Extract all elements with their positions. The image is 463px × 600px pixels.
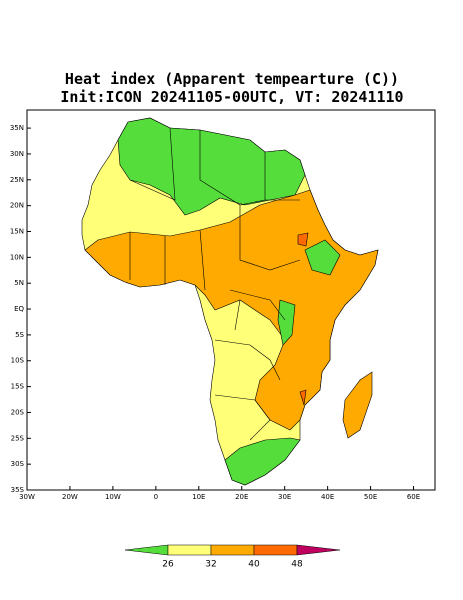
y-tick-label: 20S: [11, 408, 25, 416]
x-tick-label: 40E: [321, 493, 334, 501]
colorbar-label: 40: [248, 560, 260, 570]
madagascar: [342, 371, 373, 439]
colorbar-segment: [210, 544, 255, 556]
colorbar-label: 26: [162, 560, 174, 570]
y-tick-label: 15N: [10, 227, 24, 235]
y-tick-label: 20N: [10, 202, 24, 210]
subtitle: Init:ICON 20241105-00UTC, VT: 20241110: [60, 88, 403, 106]
colorbar-segment: [253, 544, 298, 556]
x-tick-label: 0: [154, 493, 158, 501]
x-tick-label: 30W: [19, 493, 35, 501]
y-tick-label: 30N: [10, 150, 24, 158]
green-north: [117, 117, 306, 216]
green-south: [224, 437, 301, 486]
red-spot: [297, 232, 309, 406]
y-tick-label: 25N: [10, 176, 24, 184]
title: Heat index (Apparent tempearture (C)): [65, 70, 399, 88]
africa-map: [81, 117, 379, 486]
green-east: [277, 239, 341, 346]
x-tick-label: 20W: [62, 493, 78, 501]
y-tick-label: EQ: [14, 305, 24, 313]
y-tick-label: 10N: [10, 253, 24, 261]
colorbar-segment: [167, 544, 212, 556]
map-frame: [26, 109, 436, 491]
colorbar-segment: [124, 544, 169, 556]
y-tick-label: 5S: [15, 331, 24, 339]
y-tick-label: 35N: [10, 124, 24, 132]
colorbar-label: 48: [291, 560, 303, 570]
y-tick-label: 10S: [11, 357, 25, 365]
y-tick-label: 35S: [11, 486, 25, 494]
y-tick-label: 5N: [14, 279, 24, 287]
x-tick-label: 50E: [364, 493, 377, 501]
y-tick-label: 25S: [11, 434, 25, 442]
colorbar-label: 32: [205, 560, 216, 570]
x-tick-label: 60E: [407, 493, 420, 501]
x-tick-label: 10E: [192, 493, 205, 501]
y-tick-label: 30S: [11, 460, 25, 468]
colorbar-segment: [296, 544, 341, 556]
x-tick-label: 10W: [105, 493, 121, 501]
x-tick-label: 20E: [235, 493, 248, 501]
x-tick-label: 30E: [278, 493, 291, 501]
borders: [129, 127, 301, 441]
y-tick-label: 15S: [11, 383, 25, 391]
